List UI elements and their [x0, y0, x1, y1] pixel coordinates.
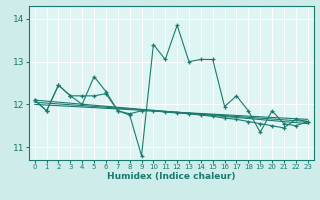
X-axis label: Humidex (Indice chaleur): Humidex (Indice chaleur) [107, 172, 236, 181]
